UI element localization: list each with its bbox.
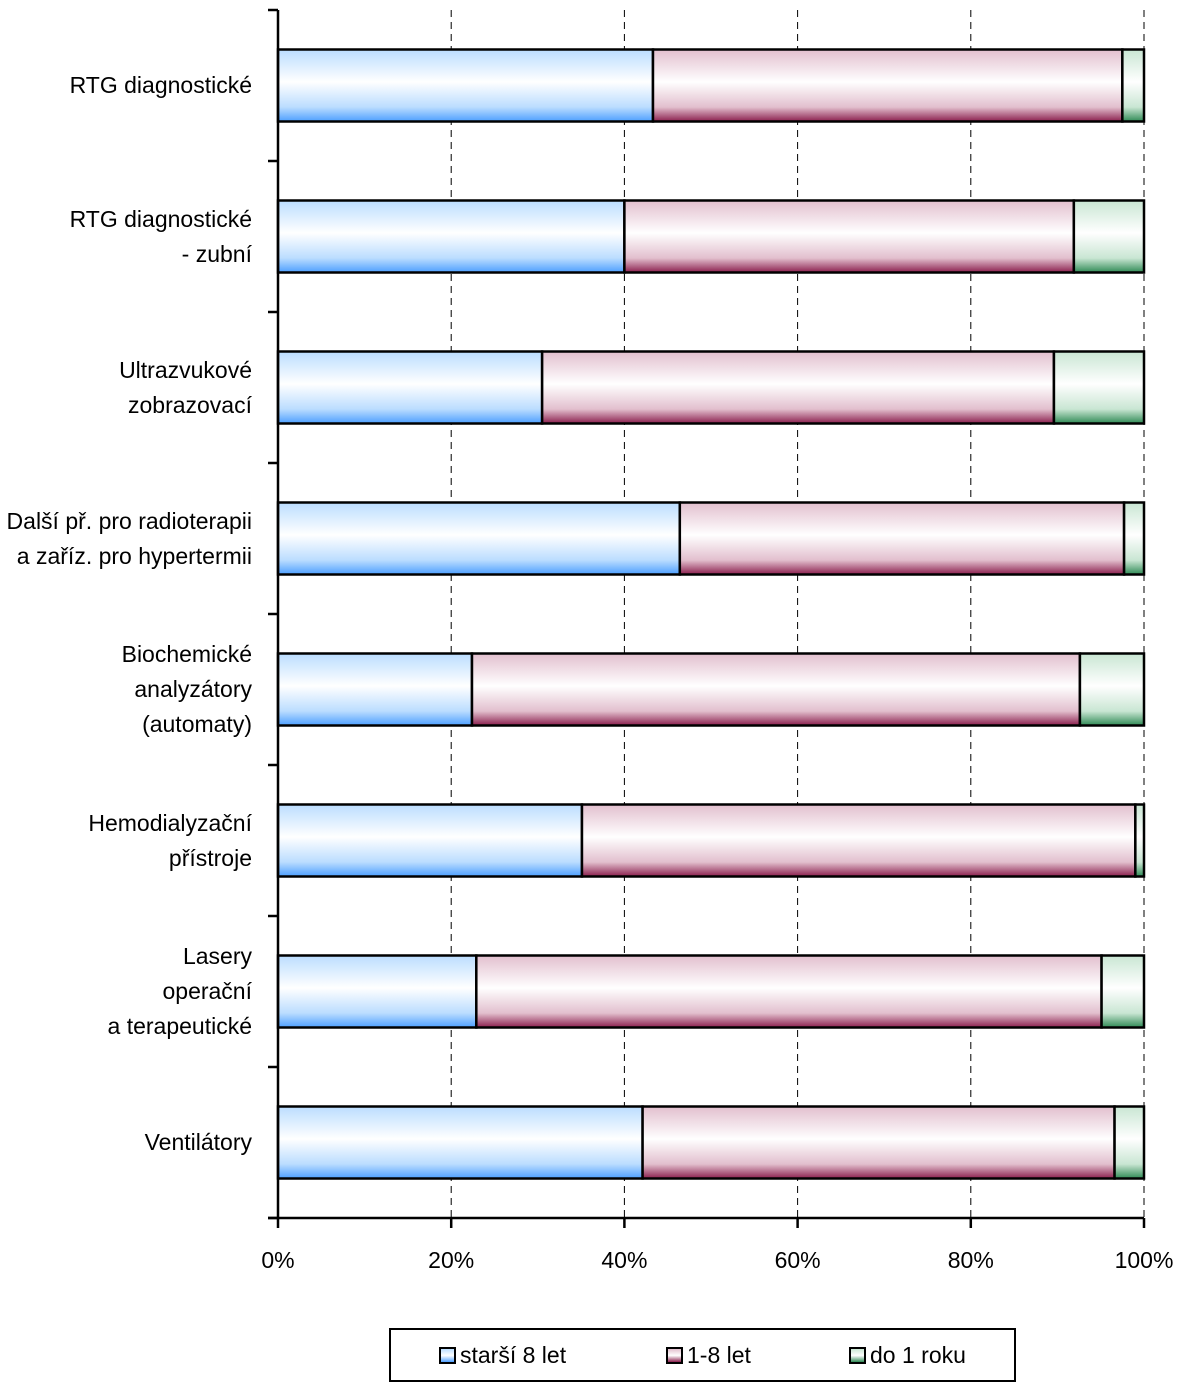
stacked-bar-chart: 0% 20% 40% 60% 80% 100% [261, 8, 1173, 1273]
bar-segment [276, 199, 626, 274]
x-tick-label: 40% [601, 1247, 647, 1273]
bar-segment [1100, 954, 1146, 1029]
category-label: Další př. pro radioterapii a zaříz. pro … [6, 507, 252, 569]
legend-swatch [439, 1347, 456, 1364]
bar-segment [276, 1105, 644, 1180]
category-label: Lasery operační a terapeutické [107, 943, 252, 1039]
bar-segment [651, 48, 1124, 123]
bar-segment [276, 954, 478, 1029]
axes [268, 8, 1146, 1228]
bar-segment [470, 652, 1082, 727]
legend-item: starší 8 let [439, 1342, 566, 1369]
bar-segment [1121, 48, 1146, 123]
legend-label: 1-8 let [687, 1342, 751, 1368]
x-tick-labels: 0% 20% 40% 60% 80% 100% [261, 1247, 1173, 1273]
category-label: RTG diagnostické - zubní [69, 205, 252, 267]
bar-segment [1122, 501, 1146, 576]
legend-item: 1-8 let [666, 1342, 751, 1369]
legend-item: do 1 roku [849, 1342, 966, 1369]
bar-segment [475, 954, 1103, 1029]
bar-segment [276, 350, 544, 425]
x-tick-label: 0% [261, 1247, 294, 1273]
bar-segment [1072, 199, 1146, 274]
bar-segment [623, 199, 1076, 274]
bar-segment [540, 350, 1056, 425]
legend-swatch [666, 1347, 683, 1364]
category-label: Hemodialyzační přístroje [88, 809, 252, 871]
x-tick-label: 80% [948, 1247, 994, 1273]
legend: starší 8 let 1-8 let do 1 roku [389, 1328, 1016, 1382]
bars [276, 48, 1146, 1180]
legend-swatch [849, 1347, 866, 1364]
bar-segment [276, 501, 682, 576]
x-tick-label: 20% [428, 1247, 474, 1273]
category-label: Ultrazvukové zobrazovací [119, 356, 252, 418]
category-label: Ventilátory [144, 1129, 252, 1155]
bar-segment [1078, 652, 1146, 727]
bar-segment [1052, 350, 1146, 425]
legend-label: do 1 roku [870, 1342, 966, 1368]
legend-label: starší 8 let [460, 1342, 567, 1368]
bar-segment [678, 501, 1126, 576]
bar-segment [1134, 803, 1146, 878]
bar-segment [276, 48, 655, 123]
bar-segment [641, 1105, 1116, 1180]
gridlines [450, 10, 1145, 1218]
category-label: Biochemické analyzátory (automaty) [121, 641, 252, 737]
x-tick-label: 100% [1115, 1247, 1174, 1273]
bar-segment [1113, 1105, 1146, 1180]
bar-segment [276, 652, 474, 727]
category-label: RTG diagnostické [69, 72, 252, 98]
bar-segment [580, 803, 1137, 878]
bar-segment [276, 803, 584, 878]
x-tick-label: 60% [775, 1247, 821, 1273]
